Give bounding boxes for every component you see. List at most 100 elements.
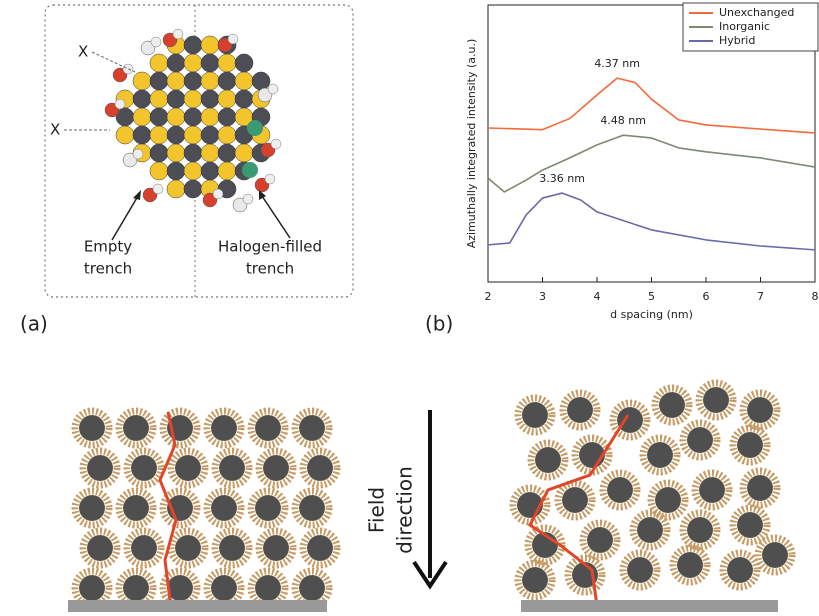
ligand-label: X — [78, 43, 88, 61]
legend-label: Hybrid — [719, 34, 755, 47]
peak-annotation: 4.37 nm — [594, 57, 640, 70]
x-tick-label: 2 — [485, 290, 492, 303]
atom — [184, 72, 202, 90]
particle-core — [123, 575, 149, 601]
atom — [184, 126, 202, 144]
atom — [184, 36, 202, 54]
halogen — [247, 120, 263, 136]
atom — [167, 108, 185, 126]
arrow — [262, 196, 290, 238]
atom — [201, 144, 219, 162]
ligand — [153, 184, 163, 194]
particle-core — [79, 495, 105, 521]
atom — [235, 90, 253, 108]
particle-core — [762, 542, 788, 568]
particle-core — [687, 427, 713, 453]
particle-core — [659, 392, 685, 418]
particle-core — [307, 535, 333, 561]
particle-core — [699, 477, 725, 503]
trench-label: trench — [246, 260, 294, 278]
particle-core — [255, 495, 281, 521]
x-tick-label: 3 — [539, 290, 546, 303]
particle-core — [737, 432, 763, 458]
particle-core — [79, 575, 105, 601]
x-tick-label: 6 — [703, 290, 710, 303]
atom — [133, 126, 151, 144]
ligand — [265, 174, 275, 184]
particle-core — [87, 535, 113, 561]
peak-annotation: 4.48 nm — [600, 114, 646, 127]
panel-label: (b) — [425, 312, 453, 336]
y-axis-label: Azimuthally integrated intensity (a.u.) — [465, 39, 478, 249]
ligand — [271, 139, 281, 149]
particle-core — [123, 415, 149, 441]
panel-c — [75, 383, 792, 606]
substrate — [68, 600, 327, 612]
atom — [150, 162, 168, 180]
particle-core — [255, 575, 281, 601]
atom — [201, 72, 219, 90]
atom — [167, 90, 185, 108]
atom — [167, 180, 185, 198]
atom — [252, 72, 270, 90]
ligand — [115, 99, 125, 109]
particle-core — [567, 397, 593, 423]
substrate — [521, 600, 778, 612]
atom — [167, 54, 185, 72]
atom — [218, 144, 236, 162]
particle-core — [655, 487, 681, 513]
field-label: Field — [365, 487, 389, 533]
particle-core — [522, 402, 548, 428]
atom — [184, 180, 202, 198]
atom — [235, 144, 253, 162]
particle-core — [79, 415, 105, 441]
particle-core — [263, 535, 289, 561]
particle-core — [522, 567, 548, 593]
particle-core — [299, 575, 325, 601]
particle-core — [607, 477, 633, 503]
atom — [218, 108, 236, 126]
atom — [201, 126, 219, 144]
figure: X X Empty trench Halogen-filled trench (… — [0, 0, 819, 612]
x-axis-label: d spacing (nm) — [610, 308, 693, 321]
line — [488, 78, 815, 133]
legend-label: Inorganic — [719, 20, 770, 33]
x-tick-label: 4 — [594, 290, 601, 303]
atom — [150, 108, 168, 126]
atom — [184, 108, 202, 126]
ligand — [151, 37, 161, 47]
arrow — [112, 196, 138, 240]
particle-core — [175, 455, 201, 481]
atom — [133, 90, 151, 108]
particle-core — [727, 557, 753, 583]
atom — [201, 162, 219, 180]
atom — [133, 108, 151, 126]
particle-core — [219, 455, 245, 481]
particle-core — [123, 495, 149, 521]
particle-core — [737, 512, 763, 538]
trench-label: Empty — [84, 238, 132, 256]
x-tick-label: 7 — [757, 290, 764, 303]
particle-core — [703, 387, 729, 413]
atom — [218, 54, 236, 72]
line — [488, 193, 815, 250]
ligand-pointer — [92, 52, 135, 72]
particle-core — [175, 535, 201, 561]
atom — [201, 54, 219, 72]
atom — [167, 162, 185, 180]
atom — [150, 72, 168, 90]
particle-core — [299, 415, 325, 441]
atom — [167, 72, 185, 90]
atom — [218, 90, 236, 108]
peak-annotation: 3.36 nm — [539, 172, 585, 185]
ligand — [173, 29, 183, 39]
particle-core — [87, 455, 113, 481]
particle-core — [647, 442, 673, 468]
x-tick-label: 5 — [648, 290, 655, 303]
atom — [218, 126, 236, 144]
ligand — [133, 149, 143, 159]
ligand — [123, 64, 133, 74]
particle-core — [687, 517, 713, 543]
arrowhead — [133, 190, 141, 200]
particle-core — [617, 407, 643, 433]
